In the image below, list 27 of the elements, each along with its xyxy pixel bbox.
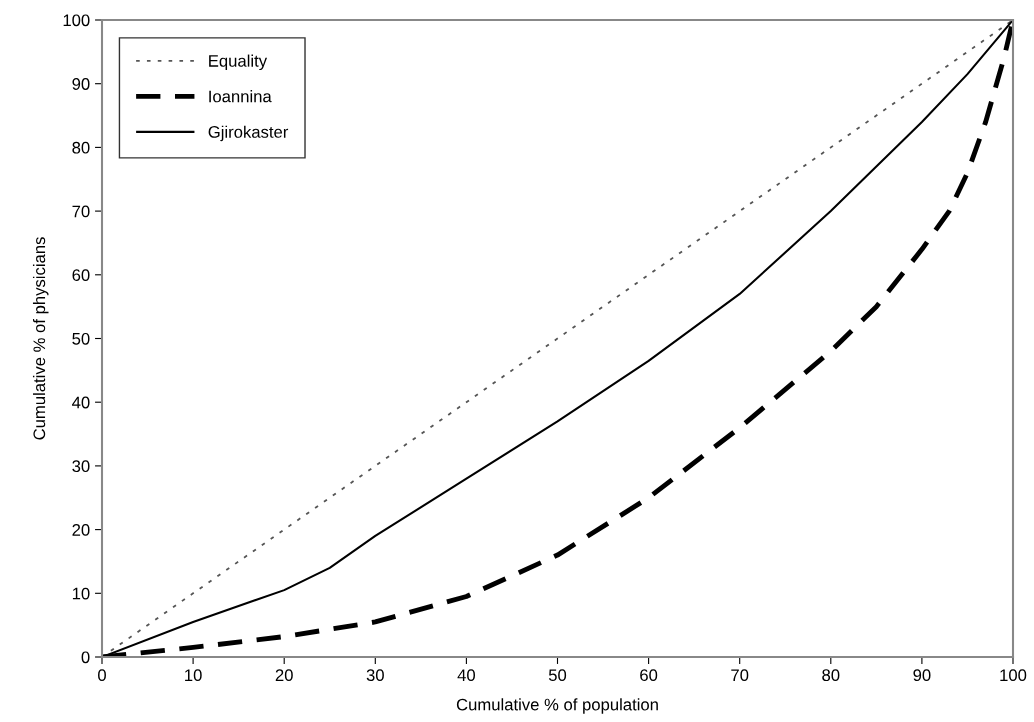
legend-label: Gjirokaster (208, 125, 289, 142)
legend-label: Equality (209, 54, 268, 71)
x-axis-title: Cumulative % of population (456, 698, 658, 714)
y-tick-label: 80 (72, 141, 90, 154)
legend-label: Ioannina (209, 90, 272, 103)
x-tick-label: 80 (822, 669, 840, 682)
y-tick-label: 0 (81, 651, 90, 664)
y-tick-label: 100 (63, 14, 90, 27)
y-axis-title: Cumulative % of physicians (32, 237, 49, 440)
x-tick-label: 100 (1000, 669, 1027, 682)
x-tick-label: 90 (913, 669, 931, 682)
y-tick-label: 30 (72, 460, 90, 473)
x-tick-label: 70 (731, 669, 749, 682)
y-tick-label: 50 (72, 332, 90, 345)
x-tick-label: 40 (457, 669, 476, 682)
y-tick-label: 60 (72, 269, 90, 281)
y-tick-label: 10 (72, 587, 90, 600)
x-tick-label: 50 (548, 669, 567, 682)
x-tick-label: 20 (275, 669, 293, 682)
x-tick-label: 60 (640, 669, 658, 682)
y-tick-label: 70 (72, 205, 90, 218)
y-tick-label: 20 (72, 524, 90, 536)
y-tick-label: 40 (72, 396, 90, 409)
y-tick-label: 90 (72, 78, 90, 90)
x-tick-label: 10 (185, 669, 202, 682)
x-tick-label: 0 (98, 669, 106, 682)
x-tick-label: 30 (366, 669, 384, 682)
